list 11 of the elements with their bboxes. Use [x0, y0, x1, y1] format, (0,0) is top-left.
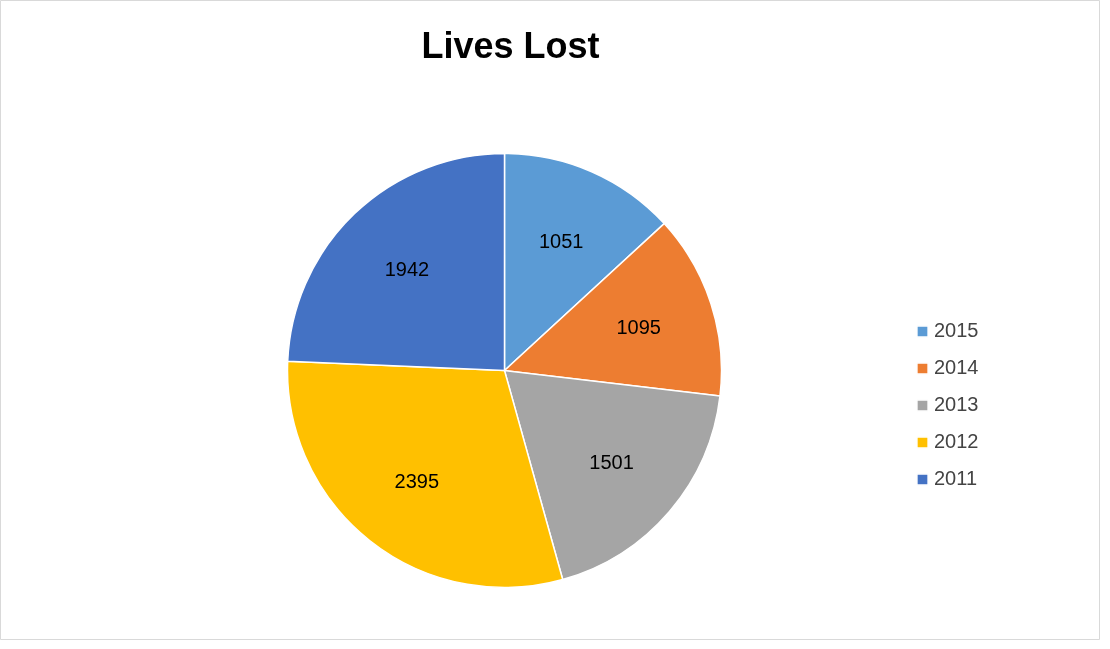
data-label: 1942 — [384, 257, 430, 280]
data-label: 2395 — [394, 469, 440, 492]
legend-label: 2011 — [934, 467, 978, 490]
legend-label: 2014 — [934, 356, 979, 379]
data-label: 1051 — [538, 230, 584, 253]
chart-title: Lives Lost — [421, 24, 600, 66]
legend-label: 2015 — [934, 319, 979, 342]
legend-label: 2013 — [934, 393, 979, 416]
data-label: 1501 — [589, 451, 634, 474]
legend-label: 2012 — [934, 430, 979, 453]
data-label: 1095 — [616, 316, 661, 339]
